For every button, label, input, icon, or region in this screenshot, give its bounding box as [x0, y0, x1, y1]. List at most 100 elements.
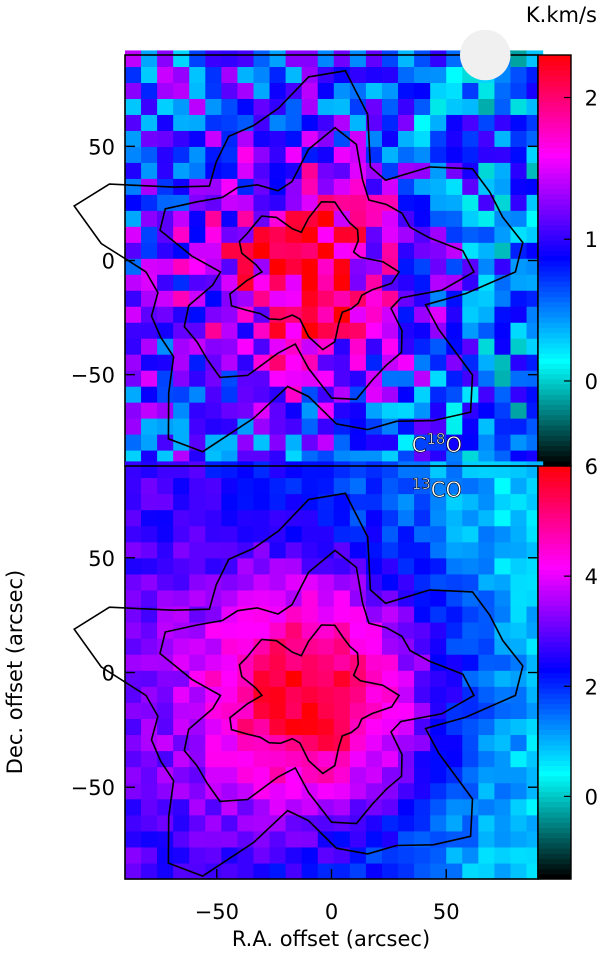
heatmap-pixel	[189, 461, 206, 479]
heatmap-pixel	[285, 477, 303, 495]
heatmap-pixel	[205, 242, 222, 259]
heatmap-pixel	[333, 846, 351, 864]
heatmap-pixel	[381, 322, 399, 339]
heatmap-pixel	[173, 461, 190, 479]
colorbar-segment	[538, 558, 571, 565]
colorbar-segment	[538, 765, 571, 772]
heatmap-pixel	[462, 418, 479, 435]
heatmap-pixel	[333, 525, 351, 543]
heatmap-pixel	[494, 622, 512, 639]
heatmap-pixel	[269, 493, 287, 511]
heatmap-pixel	[285, 274, 303, 291]
heatmap-pixel	[430, 98, 447, 115]
heatmap-pixel	[173, 66, 190, 83]
heatmap-pixel	[398, 66, 415, 83]
heatmap-pixel	[333, 338, 351, 355]
heatmap-pixel	[365, 830, 383, 848]
heatmap-pixel	[317, 178, 335, 195]
heatmap-pixel	[333, 274, 351, 291]
heatmap-pixel	[510, 525, 528, 543]
heatmap-pixel	[349, 477, 367, 495]
heatmap-pixel	[221, 477, 239, 495]
heatmap-pixel	[125, 702, 142, 719]
colorbar-frame	[537, 465, 572, 880]
heatmap-pixel	[462, 750, 479, 768]
heatmap-pixel	[173, 573, 190, 591]
heatmap-pixel	[173, 146, 190, 163]
heatmap-pixel	[141, 638, 158, 655]
heatmap-pixel	[462, 525, 479, 543]
heatmap-pixel	[285, 734, 303, 752]
heatmap-pixel	[125, 210, 142, 227]
heatmap-pixel	[173, 750, 190, 768]
heatmap-pixel	[317, 274, 335, 291]
heatmap-pixel	[510, 541, 528, 559]
heatmap-pixel	[221, 274, 239, 291]
heatmap-pixel	[430, 638, 447, 655]
heatmap-pixel	[125, 622, 142, 639]
heatmap-pixel	[173, 274, 190, 291]
heatmap-pixel	[253, 525, 271, 543]
heatmap-pixel	[462, 338, 479, 355]
heatmap-pixel	[365, 386, 383, 403]
heatmap-pixel	[349, 210, 367, 227]
heatmap-pixel	[157, 782, 174, 800]
heatmap-pixel	[285, 509, 303, 527]
colorbar-segment	[538, 760, 571, 767]
heatmap-pixel	[301, 509, 319, 527]
heatmap-pixel	[317, 589, 335, 607]
colorbar-segment	[538, 466, 571, 472]
heatmap-pixel	[430, 525, 447, 543]
heatmap-pixel	[285, 750, 303, 768]
heatmap-pixel	[398, 670, 415, 687]
heatmap-pixel	[478, 461, 495, 479]
heatmap-pixel	[269, 258, 287, 275]
colorbar-segment	[538, 538, 571, 545]
heatmap-pixel	[462, 82, 479, 99]
heatmap-pixel	[317, 734, 335, 752]
heatmap-pixel	[398, 477, 415, 495]
heatmap-pixel	[478, 130, 495, 147]
heatmap-pixel	[189, 146, 206, 163]
heatmap-pixel	[462, 226, 479, 243]
heatmap-pixel	[510, 306, 528, 323]
heatmap-pixel	[398, 830, 415, 848]
colorbar-segment	[538, 734, 571, 741]
heatmap-pixel	[317, 386, 335, 403]
heatmap-pixel	[157, 418, 174, 435]
heatmap-pixel	[125, 557, 142, 575]
heatmap-pixel	[398, 557, 415, 575]
heatmap-pixel	[205, 509, 222, 527]
heatmap-pixel	[141, 82, 158, 99]
heatmap-pixel	[189, 194, 206, 211]
heatmap-pixel	[381, 461, 399, 479]
heatmap-pixel	[285, 622, 303, 639]
y-tick-label: 0	[102, 662, 115, 686]
heatmap-pixel	[173, 386, 190, 403]
heatmap-pixel	[365, 862, 383, 880]
heatmap-pixel	[494, 477, 512, 495]
heatmap-pixel	[414, 114, 431, 131]
heatmap-pixel	[141, 750, 158, 768]
heatmap-pixel	[414, 418, 431, 435]
colorbar-segment	[538, 507, 571, 514]
heatmap-pixel	[494, 82, 512, 99]
heatmap-pixel	[301, 622, 319, 639]
heatmap-pixel	[317, 702, 335, 719]
panel-13co: −50 0 50 −50 0 50 0 2 4 6 13CO	[71, 455, 598, 924]
heatmap-pixel	[398, 242, 415, 259]
heatmap-pixel	[157, 66, 174, 83]
colorbar-segment	[538, 481, 571, 488]
heatmap-pixel	[349, 734, 367, 752]
contour-line	[73, 69, 524, 453]
heatmap-pixel	[125, 814, 142, 832]
heatmap-pixel	[414, 670, 431, 687]
heatmap-pixel	[253, 846, 271, 864]
heatmap-pixel	[398, 766, 415, 784]
heatmap-pixel	[205, 718, 222, 736]
heatmap-pixel	[510, 50, 528, 68]
heatmap-pixel	[510, 477, 528, 495]
heatmap-pixel	[446, 386, 463, 403]
heatmap-pixel	[189, 66, 206, 83]
heatmap-pixel	[494, 146, 512, 163]
